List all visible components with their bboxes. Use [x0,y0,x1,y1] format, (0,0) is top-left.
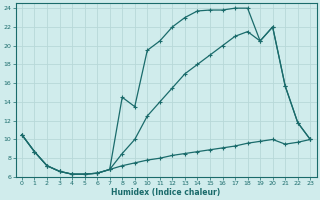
X-axis label: Humidex (Indice chaleur): Humidex (Indice chaleur) [111,188,221,197]
